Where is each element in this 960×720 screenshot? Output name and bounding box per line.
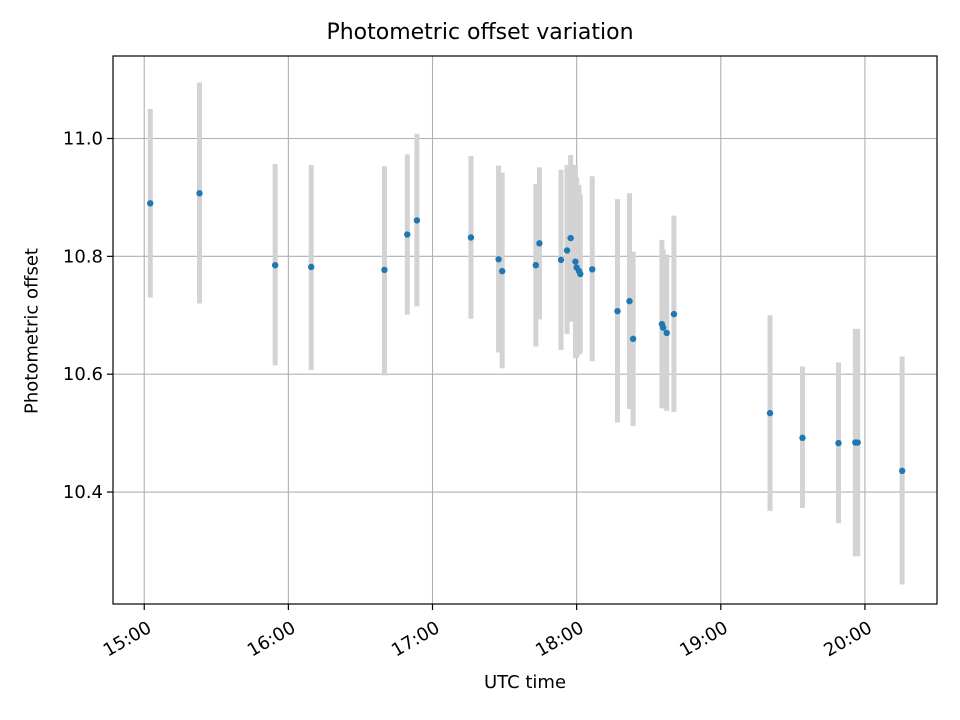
data-point — [563, 247, 571, 254]
data-point — [835, 439, 842, 447]
data-point — [670, 310, 678, 318]
data-point — [498, 267, 506, 275]
data-point — [898, 467, 906, 475]
data-point — [577, 270, 584, 278]
data-point — [572, 258, 579, 265]
x-tick-label: 20:00 — [820, 617, 875, 661]
data-point — [629, 335, 637, 343]
x-tick-label: 17:00 — [388, 617, 443, 661]
data-point — [307, 263, 315, 271]
data-points — [147, 190, 906, 475]
y-tick-label: 11.0 — [63, 128, 103, 149]
x-tick-label: 19:00 — [676, 617, 731, 661]
data-point — [557, 256, 565, 264]
data-point — [589, 266, 596, 273]
data-point — [413, 217, 421, 224]
error-bars — [147, 82, 905, 585]
data-point — [766, 409, 774, 417]
chart-title: Photometric offset variation — [326, 20, 634, 45]
data-point — [567, 234, 574, 242]
data-point — [626, 297, 633, 305]
data-point — [614, 307, 621, 315]
data-point — [271, 261, 279, 269]
data-point — [536, 240, 543, 247]
x-axis-label: UTC time — [483, 672, 567, 693]
y-tick-label: 10.6 — [63, 364, 103, 385]
data-point — [495, 256, 502, 263]
grid-lines — [113, 56, 937, 604]
x-tick-label: 15:00 — [100, 617, 155, 661]
x-tick-label: 18:00 — [532, 617, 587, 661]
data-point — [663, 329, 670, 337]
data-point — [381, 266, 388, 274]
y-tick-label: 10.4 — [63, 482, 103, 503]
data-point — [404, 231, 411, 238]
data-point — [467, 234, 475, 241]
data-point — [799, 434, 806, 442]
plot-frame — [112, 55, 938, 605]
data-point — [147, 200, 154, 207]
y-tick-label: 10.8 — [63, 246, 103, 267]
data-point — [854, 439, 861, 446]
data-point — [659, 324, 667, 331]
data-point — [532, 261, 540, 269]
data-point — [196, 190, 203, 197]
x-tick-label: 16:00 — [244, 617, 299, 661]
